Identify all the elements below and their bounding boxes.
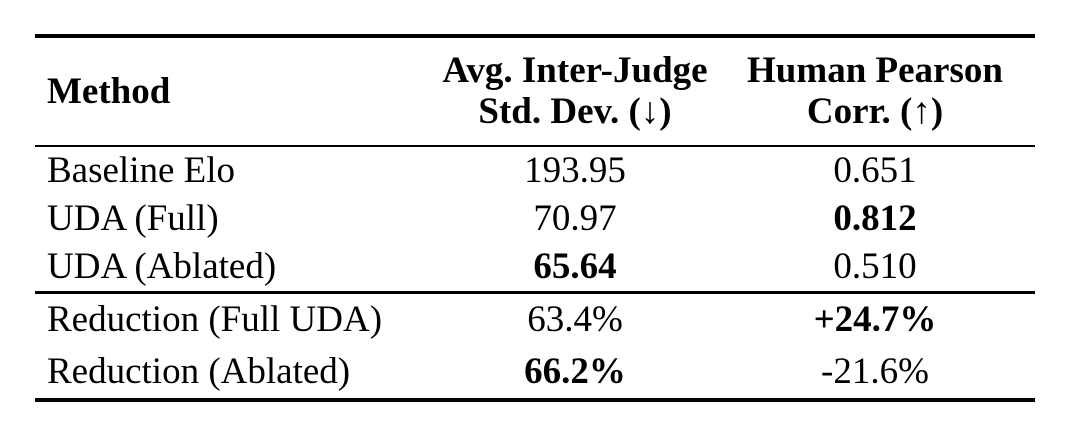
table-row-uda-ablated: UDA (Ablated) 65.64 0.510	[35, 243, 1035, 293]
corr-cell: +24.7%	[813, 299, 937, 341]
column-header-std-dev: Avg. Inter-Judge Std. Dev. (↓)	[435, 36, 715, 147]
corr-cell: 0.510	[833, 246, 917, 288]
table-row-uda-full: UDA (Full) 70.97 0.812	[35, 195, 1035, 243]
results-table-container: Method Avg. Inter-Judge Std. Dev. (↓) Hu…	[35, 34, 1035, 402]
corr-cell: -21.6%	[821, 351, 929, 393]
header-std-dev-line1: Avg. Inter-Judge	[442, 50, 708, 91]
header-pearson-line1: Human Pearson	[747, 50, 1003, 91]
table-body: Baseline Elo 193.95 0.651 UDA (Full) 70.…	[35, 146, 1035, 293]
column-header-method: Method	[35, 36, 435, 147]
results-table: Method Avg. Inter-Judge Std. Dev. (↓) Hu…	[35, 34, 1035, 402]
method-cell: UDA (Full)	[47, 198, 219, 240]
corr-cell: 0.812	[833, 198, 917, 240]
std-dev-cell: 63.4%	[527, 299, 623, 341]
table-row-reduction-full: Reduction (Full UDA) 63.4% +24.7%	[35, 292, 1035, 346]
std-dev-cell: 70.97	[533, 198, 617, 240]
method-cell: Reduction (Ablated)	[47, 351, 351, 393]
method-cell: Baseline Elo	[47, 150, 236, 192]
header-pearson-line2: Corr. (↑)	[806, 91, 944, 133]
table-row-baseline-elo: Baseline Elo 193.95 0.651	[35, 146, 1035, 195]
table-header: Method Avg. Inter-Judge Std. Dev. (↓) Hu…	[35, 36, 1035, 147]
corr-cell: 0.651	[833, 150, 917, 192]
std-dev-cell: 66.2%	[524, 351, 626, 393]
table-summary-section: Reduction (Full UDA) 63.4% +24.7% Reduct…	[35, 292, 1035, 400]
std-dev-cell: 65.64	[533, 246, 617, 288]
header-row: Method Avg. Inter-Judge Std. Dev. (↓) Hu…	[35, 36, 1035, 147]
header-std-dev-line2: Std. Dev. (↓)	[478, 91, 672, 133]
method-cell: UDA (Ablated)	[47, 246, 277, 288]
column-header-pearson: Human Pearson Corr. (↑)	[715, 36, 1035, 147]
table-row-reduction-ablated: Reduction (Ablated) 66.2% -21.6%	[35, 346, 1035, 400]
method-cell: Reduction (Full UDA)	[47, 299, 383, 341]
std-dev-cell: 193.95	[524, 150, 626, 192]
